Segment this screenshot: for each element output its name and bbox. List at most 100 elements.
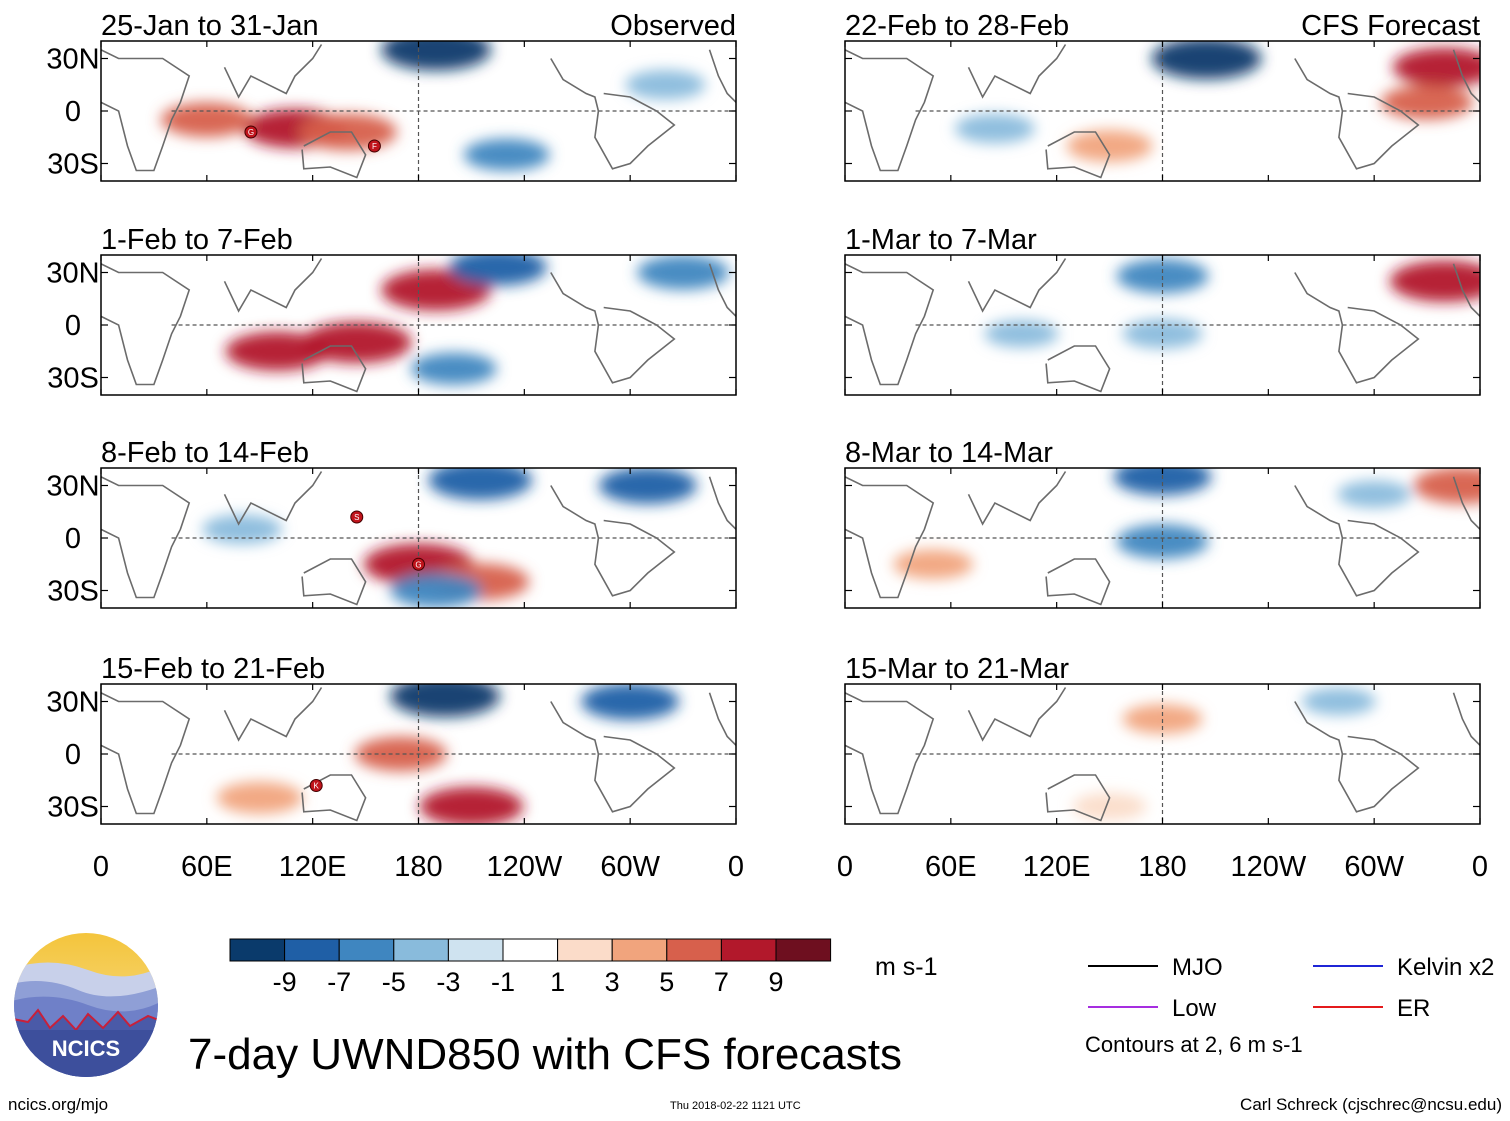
wind-anomaly-blob [984,320,1059,348]
storm-marker-label: G [415,560,421,569]
wind-anomaly-blob [581,684,680,720]
y-tick-label: 30S [47,576,99,608]
coastline [708,476,736,530]
storm-marker-label: K [314,782,320,791]
wind-anomaly-blob [160,102,253,137]
panel-label: 25-Jan to 31-Jan [101,10,319,42]
coastline [550,485,676,597]
x-tick-label: 0 [728,851,744,883]
ncics-logo[interactable]: NCICS [8,930,164,1080]
wind-anomaly-blob [598,468,697,504]
panel-8: 15-Mar to 21-Mar 0 60E 120E 180 120W 60W 0 [837,653,1488,883]
y-tick-label: 0 [65,96,81,128]
wind-anomaly-blob [1072,792,1147,821]
coastline [1452,263,1480,317]
colorbar-swatch [775,938,832,962]
coastline [1294,58,1420,170]
y-tick-label: 30S [47,792,99,824]
coastline [1045,345,1111,393]
coastline [1045,774,1111,822]
panel-tag: CFS Forecast [1301,10,1480,42]
storm-marker [309,779,323,792]
colorbar-tick-label: 7 [714,967,729,997]
coastline [845,49,935,172]
x-tick-label: 120W [1230,851,1306,883]
coastline [1294,701,1420,813]
panel-label: 8-Mar to 14-Mar [845,437,1053,469]
wind-anomaly-blob [1392,47,1480,87]
panel-tag: Observed [610,10,736,42]
storm-marker [367,139,381,153]
storm-marker [412,557,425,571]
panel-3: 30N 0 30S 8-Feb to 14-Feb S G [46,437,737,609]
x-tick-label: 0 [93,851,109,883]
wind-anomaly-blob [448,255,547,286]
wind-anomaly-blob [419,786,524,824]
colorbar-swatch [447,938,504,962]
coastline [1452,476,1480,530]
y-tick-label: 30N [46,44,99,76]
wind-anomaly-blob [1337,480,1412,508]
coastline [301,131,367,179]
panel-2: 30N 0 30S 1-Feb to 7-Feb [46,224,737,396]
coastline [550,272,676,384]
y-tick-label: 30N [46,471,99,503]
storm-marker [244,125,258,139]
coastline [550,701,676,813]
coastline [1294,272,1420,384]
colorbar: -9 -7 -5 -3 -1 1 3 5 7 9 m s-1 [229,938,938,997]
storm-marker [350,510,364,524]
wind-anomaly-blob [216,781,303,814]
panel-label: 1-Feb to 7-Feb [101,224,293,256]
coastline [101,263,191,386]
colorbar-tick-label: -7 [327,967,351,997]
colorbar-swatch [611,938,668,962]
y-tick-label: 0 [65,310,81,342]
x-tick-label: 120E [279,851,347,883]
legend-label: Low [1172,995,1217,1022]
panel-4: 30N 0 30S 15-Feb to 21-Feb K 0 60E 120E 180 120W 6… [46,653,744,883]
storm-marker-label: S [354,513,359,522]
x-tick-label: 0 [837,851,853,883]
wind-anomaly-blob [954,113,1035,144]
panel-6: 1-Mar to 7-Mar [844,224,1481,396]
panel-1: 30N 0 30S 25-Jan to 31-Jan Observed G F [46,10,737,182]
x-tick-label: 180 [394,851,442,883]
coastline [223,44,323,99]
storm-marker-label: F [372,142,377,151]
coastline [223,471,323,526]
coastline [708,263,736,317]
x-tick-label: 120E [1023,851,1091,883]
wind-anomaly-blob [301,321,412,364]
footer-timestamp: Thu 2018-02-22 1121 UTC [670,1100,801,1112]
colorbar-swatch [557,938,613,962]
footer-url[interactable]: ncics.org/mjo [8,1095,109,1114]
x-tick-label: 60W [1344,851,1404,883]
x-tick-label: 120W [486,851,562,883]
colorbar-tick-label: 5 [659,967,674,997]
footer-author[interactable]: Carl Schreck (cjschrec@ncsu.edu) [1240,1095,1502,1114]
coastline [845,476,935,599]
wind-anomaly-blob [389,684,500,718]
colorbar-swatch [284,938,340,962]
colorbar-tick-label: 3 [605,967,620,997]
coastline [1452,692,1480,746]
x-tick-label: 60E [181,851,233,883]
x-tick-label: 0 [1472,851,1488,883]
colorbar-tick-label: -3 [436,967,460,997]
coastline [1045,131,1111,179]
wind-anomaly-blob [1151,41,1262,80]
wind-anomaly-blob [1389,260,1480,303]
colorbar-swatch [502,938,559,962]
wind-anomaly-blob [1066,130,1153,162]
coastline [301,345,367,393]
colorbar-swatch [229,938,286,962]
x-tick-label: 180 [1138,851,1186,883]
y-tick-label: 0 [65,739,81,771]
coastline [101,476,191,599]
colorbar-swatch [338,938,395,962]
panel-label: 22-Feb to 28-Feb [845,10,1069,42]
colorbar-tick-label: -1 [491,967,515,997]
colorbar-tick-label: -9 [273,967,297,997]
coastline [301,774,367,822]
